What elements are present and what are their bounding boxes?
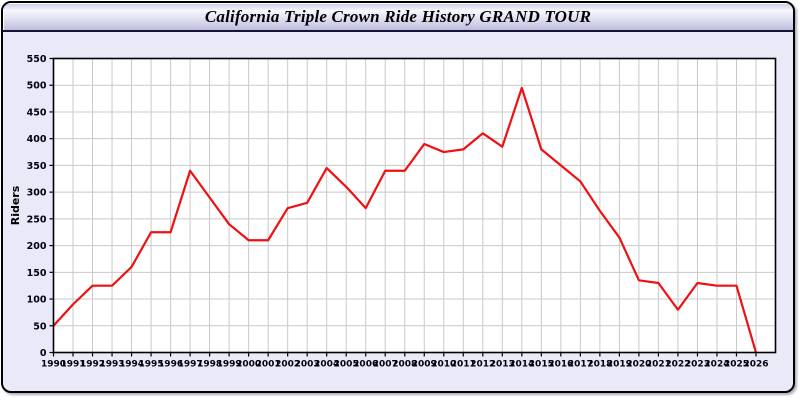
svg-text:1990: 1990	[41, 360, 66, 370]
svg-text:2010: 2010	[431, 360, 456, 370]
svg-text:2003: 2003	[295, 360, 320, 370]
svg-text:2000: 2000	[236, 360, 261, 370]
svg-text:150: 150	[27, 268, 47, 279]
svg-text:2023: 2023	[685, 360, 710, 370]
svg-text:100: 100	[27, 295, 47, 306]
svg-text:350: 350	[27, 161, 47, 172]
svg-text:2018: 2018	[587, 360, 612, 370]
svg-text:2006: 2006	[353, 360, 378, 370]
svg-text:2005: 2005	[334, 360, 359, 370]
svg-text:2021: 2021	[646, 360, 671, 370]
ride-history-line-chart: 1990199119921993199419951996199719981999…	[9, 54, 777, 370]
y-tick-labels: 0 50 100 150 200 250 300 350 400 450 500 550	[27, 54, 47, 359]
svg-text:200: 200	[27, 241, 47, 252]
svg-text:2007: 2007	[373, 360, 398, 370]
svg-text:2013: 2013	[490, 360, 515, 370]
svg-text:400: 400	[27, 134, 47, 145]
svg-text:1991: 1991	[60, 360, 85, 370]
svg-text:500: 500	[27, 81, 47, 92]
svg-text:1998: 1998	[197, 360, 222, 370]
svg-text:550: 550	[27, 54, 47, 65]
svg-text:1999: 1999	[217, 360, 242, 370]
svg-text:2002: 2002	[275, 360, 300, 370]
svg-text:1994: 1994	[119, 360, 144, 370]
svg-text:0: 0	[40, 348, 47, 359]
y-axis-label: Riders	[9, 185, 22, 225]
x-tick-labels: 1990199119921993199419951996199719981999…	[41, 360, 769, 370]
svg-text:1996: 1996	[158, 360, 183, 370]
title-bar: California Triple Crown Ride History GRA…	[3, 3, 793, 32]
svg-text:300: 300	[27, 188, 47, 199]
riders-series-line	[52, 86, 758, 354]
svg-text:2008: 2008	[392, 360, 417, 370]
svg-text:2017: 2017	[568, 360, 593, 370]
svg-text:2004: 2004	[314, 360, 339, 370]
chart-title: California Triple Crown Ride History GRA…	[204, 7, 592, 26]
plot-border	[52, 57, 777, 354]
svg-text:2020: 2020	[626, 360, 651, 370]
svg-text:1995: 1995	[139, 360, 164, 370]
svg-text:1993: 1993	[100, 360, 125, 370]
svg-text:2026: 2026	[743, 360, 768, 370]
chart-area: 1990 1991 1992 1993 1994 1995 1996 1997 1998 1999…	[3, 32, 793, 391]
svg-text:2015: 2015	[529, 360, 554, 370]
svg-text:2001: 2001	[256, 360, 281, 370]
svg-text:250: 250	[27, 214, 47, 225]
gridlines	[53, 58, 776, 353]
svg-text:450: 450	[27, 107, 47, 118]
svg-text:1997: 1997	[178, 360, 203, 370]
svg-text:2022: 2022	[665, 360, 690, 370]
svg-text:50: 50	[33, 321, 47, 332]
svg-text:2019: 2019	[607, 360, 632, 370]
svg-text:2011: 2011	[451, 360, 476, 370]
svg-text:2012: 2012	[470, 360, 495, 370]
svg-text:2014: 2014	[509, 360, 534, 370]
svg-text:1992: 1992	[80, 360, 105, 370]
plot-background	[53, 58, 776, 353]
svg-text:2009: 2009	[412, 360, 437, 370]
svg-text:2016: 2016	[548, 360, 573, 370]
applet-window: California Triple Crown Ride History GRA…	[1, 1, 795, 393]
svg-text:2024: 2024	[704, 360, 729, 370]
svg-text:2025: 2025	[724, 360, 749, 370]
